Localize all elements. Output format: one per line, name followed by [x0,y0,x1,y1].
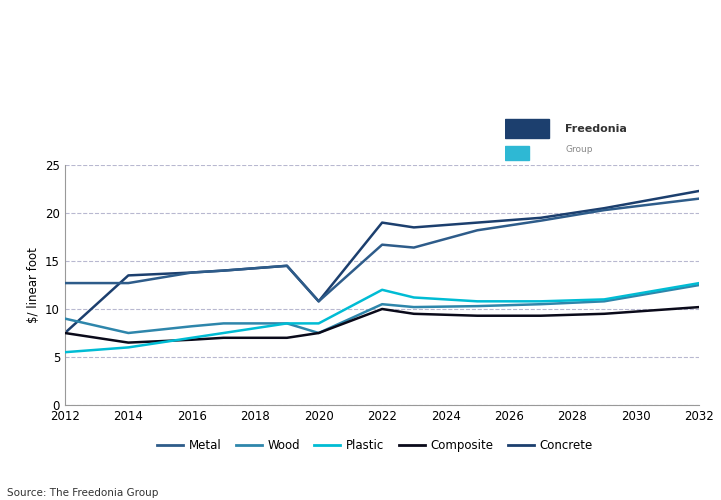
Composite [187,336,196,342]
Wood [187,324,196,330]
Plastic [283,320,291,326]
Text: Figure 3-5.
Selected Residential Fencing Prices by Material,
2012 – 2032
(dollar: Figure 3-5. Selected Residential Fencing… [9,6,329,74]
Composite [536,312,545,318]
Composite [219,335,228,341]
Metal [187,270,196,276]
Concrete [695,188,704,194]
Plastic [378,287,386,293]
Wood [61,316,69,322]
Wood [314,330,323,336]
Plastic [600,296,609,302]
Metal [219,268,228,274]
Wood [124,330,133,336]
Text: Freedonia: Freedonia [565,124,627,134]
Wood [219,320,228,326]
Plastic [61,349,69,355]
Composite [283,335,291,341]
Metal [61,280,69,286]
Concrete [600,205,609,211]
Composite [124,340,133,345]
Wood [600,298,609,304]
Metal [283,263,291,269]
Concrete [473,220,482,226]
Concrete [124,272,133,278]
Wood [283,320,291,326]
Concrete [314,298,323,304]
Plastic [124,344,133,350]
Text: Source: The Freedonia Group: Source: The Freedonia Group [7,488,159,498]
Concrete [283,263,291,269]
Metal [473,228,482,234]
Concrete [61,330,69,336]
Plastic [536,298,545,304]
Line: Wood: Wood [65,285,699,333]
Concrete [187,270,196,276]
Metal [536,218,545,224]
Composite [61,330,69,336]
Legend: Metal, Wood, Plastic, Composite, Concrete: Metal, Wood, Plastic, Composite, Concret… [152,434,598,456]
Composite [695,304,704,310]
Metal [600,207,609,213]
Metal [410,244,418,250]
Concrete [536,215,545,221]
Plastic [410,294,418,300]
Composite [378,306,386,312]
Concrete [410,224,418,230]
Wood [695,282,704,288]
Plastic [314,320,323,326]
Composite [600,311,609,317]
Composite [410,311,418,317]
Line: Composite: Composite [65,307,699,342]
Composite [473,312,482,318]
Wood [473,303,482,309]
Metal [314,298,323,304]
Line: Plastic: Plastic [65,283,699,352]
Metal [124,280,133,286]
Y-axis label: $/ linear foot: $/ linear foot [27,247,40,323]
Plastic [695,280,704,286]
Wood [410,304,418,310]
Composite [314,330,323,336]
Line: Concrete: Concrete [65,191,699,333]
Text: Group: Group [565,146,593,154]
Concrete [378,220,386,226]
Line: Metal: Metal [65,198,699,302]
Plastic [219,330,228,336]
Concrete [219,268,228,274]
Wood [378,301,386,307]
Plastic [187,335,196,341]
Plastic [473,298,482,304]
Metal [378,242,386,248]
FancyBboxPatch shape [505,118,549,138]
Metal [695,196,704,202]
Wood [536,301,545,307]
FancyBboxPatch shape [505,146,529,160]
